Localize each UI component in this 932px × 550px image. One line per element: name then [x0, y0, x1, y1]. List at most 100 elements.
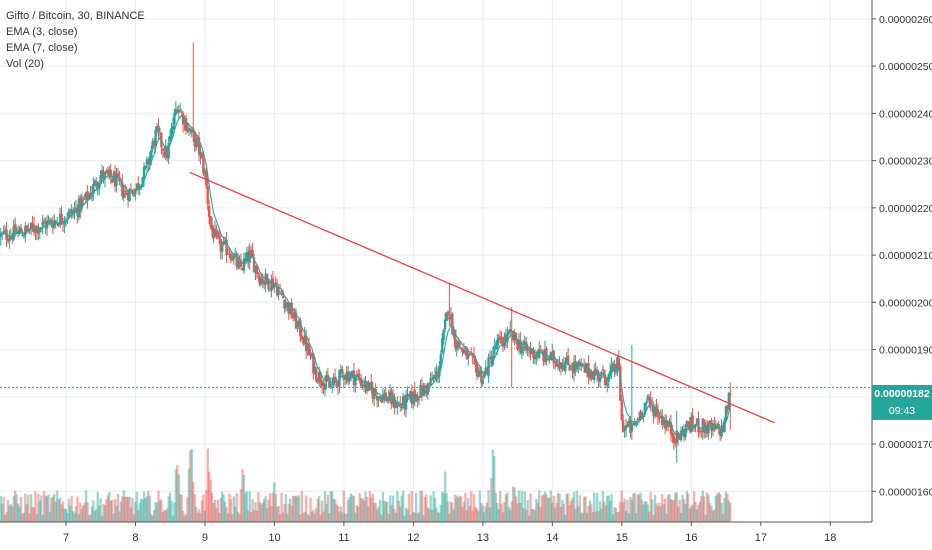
volume-bar	[197, 509, 201, 522]
volume-bar	[561, 500, 564, 522]
candle-body	[189, 130, 192, 132]
candle-body	[270, 279, 273, 291]
volume-bar	[309, 497, 312, 522]
legend-volume[interactable]: Vol (20)	[6, 58, 44, 70]
volume-bar	[115, 505, 118, 522]
volume-bar	[493, 455, 496, 522]
volume-bar	[267, 499, 270, 522]
price-axis-bg[interactable]	[872, 0, 932, 522]
candle-body	[675, 430, 678, 443]
candle-body	[100, 170, 104, 176]
trendline[interactable]	[189, 171, 775, 424]
candle-body	[630, 423, 634, 432]
volume-bar	[244, 493, 247, 522]
candle-body	[374, 389, 377, 395]
candle-body	[241, 268, 244, 270]
candle-body	[665, 422, 668, 428]
candle-body	[252, 257, 256, 273]
volume-bar	[384, 501, 387, 522]
candle-body	[553, 361, 557, 364]
candle-body	[504, 335, 508, 342]
candle-body	[90, 192, 94, 196]
volume-bar	[87, 515, 91, 522]
candle-body	[575, 364, 579, 370]
candle-body	[180, 112, 183, 114]
volume-bar	[603, 501, 606, 522]
x-tick-label: 15	[616, 532, 628, 544]
volume-bar	[122, 490, 125, 522]
candle-body	[200, 153, 204, 159]
volume-bar	[2, 496, 5, 522]
candle-body	[254, 266, 257, 274]
time-axis-bg[interactable]	[0, 522, 872, 550]
volume-bar	[346, 500, 350, 522]
volume-bar	[569, 500, 573, 522]
volume-bar	[27, 494, 30, 522]
candle-body	[359, 378, 363, 387]
volume-bar	[299, 514, 302, 522]
volume-bar	[125, 496, 128, 522]
candle-body	[559, 362, 563, 368]
candle-body	[92, 183, 95, 194]
volume-bar	[77, 514, 81, 522]
candle-body	[205, 171, 208, 186]
candle-body	[312, 353, 315, 374]
candle-body	[320, 381, 324, 387]
candle-body	[302, 341, 305, 344]
volume-bar	[446, 501, 450, 522]
volume-bar	[597, 511, 600, 522]
candle-body	[289, 304, 292, 315]
volume-bar	[480, 503, 483, 522]
volume-bar	[566, 493, 570, 522]
volume-bar	[491, 449, 495, 522]
candle-body	[692, 426, 696, 429]
legend-ema3[interactable]: EMA (3, close)	[6, 26, 78, 38]
volume-bar	[553, 507, 557, 522]
volume-bar	[564, 515, 567, 522]
volume-bar	[112, 513, 115, 522]
candle-body	[441, 338, 444, 353]
volume-bar	[106, 495, 110, 522]
candle-body	[433, 375, 437, 379]
volume-bar	[310, 511, 314, 522]
volume-bar	[38, 500, 42, 522]
volume-bar	[608, 500, 612, 522]
candle-body	[209, 216, 212, 227]
volume-bar	[151, 515, 154, 522]
volume-bar	[157, 490, 160, 522]
candle-body	[265, 273, 269, 281]
candle-body	[294, 312, 298, 329]
volume-bar	[536, 502, 539, 522]
volume-bar	[332, 498, 335, 522]
candle-body	[12, 225, 15, 240]
legend-ema7[interactable]: EMA (7, close)	[6, 42, 78, 54]
volume-bar	[585, 512, 589, 522]
candle-body	[649, 399, 652, 405]
candle-body	[600, 371, 603, 379]
volume-bar	[150, 514, 153, 522]
volume-bar	[662, 504, 665, 522]
volume-bar	[568, 505, 571, 522]
volume-bar	[359, 498, 363, 522]
legend-title[interactable]: Gifto / Bitcoin, 30, BINANCE	[6, 10, 145, 22]
volume-bar	[606, 495, 609, 522]
volume-bar	[0, 495, 2, 522]
volume-bar	[441, 491, 444, 522]
candle-body	[471, 355, 474, 357]
volume-bar	[336, 505, 340, 522]
candle-body	[181, 113, 185, 125]
candle-body	[688, 425, 691, 431]
volume-bar	[718, 493, 722, 522]
volume-bar	[47, 494, 50, 522]
candle-body	[597, 372, 600, 380]
candle-body	[714, 426, 718, 429]
candle-body	[177, 109, 180, 113]
candle-body	[79, 197, 82, 211]
volume-bar	[187, 468, 191, 522]
volume-bar	[451, 503, 454, 522]
volume-bar	[700, 496, 703, 522]
volume-bar	[721, 513, 725, 522]
volume-bar	[53, 493, 56, 522]
volume-bar	[173, 502, 176, 522]
